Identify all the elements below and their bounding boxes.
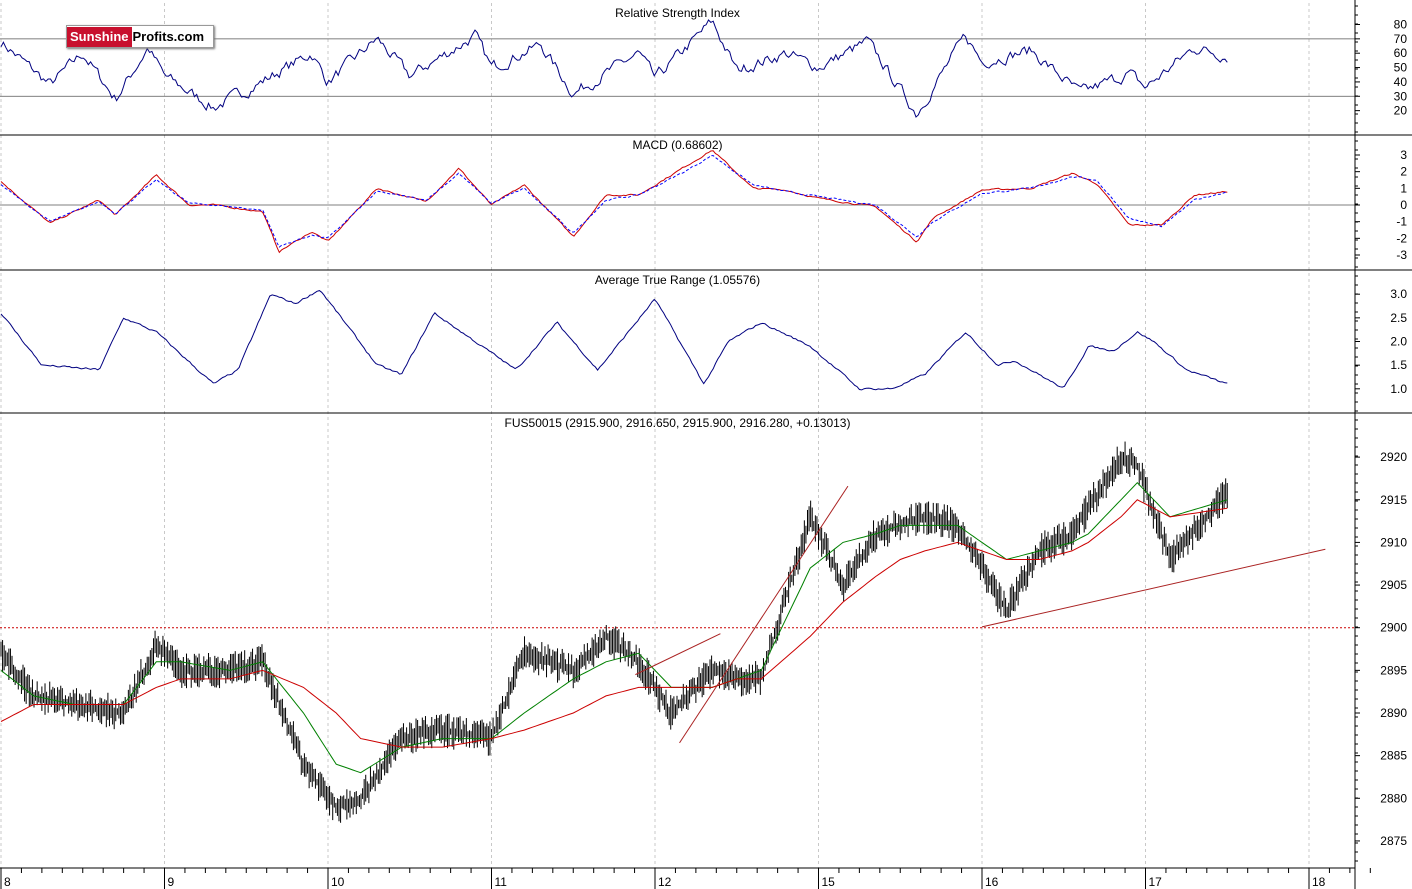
y-tick-label: 2920 bbox=[1380, 450, 1407, 464]
y-tick-label: -3 bbox=[1396, 248, 1407, 262]
x-tick-label: 16 bbox=[985, 875, 999, 889]
x-tick-label: 9 bbox=[168, 875, 175, 889]
x-axis: 8 9 10 11 12 15 16 17 18 bbox=[0, 867, 1371, 889]
trend-line bbox=[635, 633, 721, 676]
y-tick-label: 2900 bbox=[1380, 621, 1407, 635]
y-tick-label: 80 bbox=[1394, 17, 1408, 31]
price-panel: FUS50015 (2915.900, 2916.650, 2915.900, … bbox=[0, 416, 1407, 848]
y-tick-label: 1.5 bbox=[1390, 358, 1407, 372]
y-tick-label: 3 bbox=[1400, 148, 1407, 162]
x-tick-label: 11 bbox=[495, 875, 508, 889]
y-tick-label: 2890 bbox=[1380, 706, 1407, 720]
indicator-line bbox=[0, 19, 1228, 118]
y-tick-label: 50 bbox=[1394, 61, 1408, 75]
brand-logo: Sunshine Profits.com bbox=[66, 25, 214, 48]
x-tick-label: 12 bbox=[658, 875, 672, 889]
trend-line bbox=[981, 548, 1326, 628]
x-tick-label: 15 bbox=[822, 875, 836, 889]
panel-title: MACD (0.68602) bbox=[632, 138, 722, 152]
y-tick-label: 20 bbox=[1394, 104, 1408, 118]
panel-title: Relative Strength Index bbox=[615, 6, 740, 20]
y-tick-label: 2905 bbox=[1380, 578, 1407, 592]
long-moving-average bbox=[0, 499, 1228, 748]
trend-line bbox=[679, 485, 849, 744]
brand-logo-part1: Sunshine bbox=[67, 27, 132, 47]
vertical-grid bbox=[0, 3, 1310, 868]
y-tick-label: 70 bbox=[1394, 32, 1408, 46]
y-tick-label: -1 bbox=[1396, 215, 1407, 229]
panel-title: FUS50015 (2915.900, 2916.650, 2915.900, … bbox=[505, 416, 851, 430]
y-tick-label: 2885 bbox=[1380, 749, 1407, 763]
y-tick-label: 60 bbox=[1394, 46, 1408, 60]
signal-line bbox=[0, 155, 1228, 248]
indicator-line bbox=[0, 290, 1228, 391]
x-tick-label: 10 bbox=[331, 875, 345, 889]
y-tick-label: 0 bbox=[1400, 198, 1407, 212]
x-tick-label: 8 bbox=[4, 875, 11, 889]
y-tick-label: 2.5 bbox=[1390, 311, 1407, 325]
y-tick-label: 2875 bbox=[1380, 834, 1407, 848]
y-tick-label: -2 bbox=[1396, 231, 1407, 245]
brand-logo-part2: Profits.com bbox=[132, 29, 205, 44]
panel-title: Average True Range (1.05576) bbox=[595, 273, 760, 287]
y-tick-label: 40 bbox=[1394, 75, 1408, 89]
x-tick-label: 18 bbox=[1312, 875, 1326, 889]
short-moving-average bbox=[0, 481, 1228, 774]
atr-panel: Average True Range (1.05576) 1.0 1.5 2.0 2.5… bbox=[0, 273, 1407, 396]
macd-panel: MACD (0.68602) -3 -2 -1 0 1 2 3 bbox=[0, 138, 1407, 262]
y-tick-label: 2 bbox=[1400, 165, 1407, 179]
y-tick-label: 1 bbox=[1400, 181, 1407, 195]
y-tick-label: 3.0 bbox=[1390, 287, 1407, 301]
y-tick-label: 2895 bbox=[1380, 663, 1407, 677]
price-bars bbox=[0, 441, 1228, 823]
y-tick-label: 2910 bbox=[1380, 535, 1407, 549]
y-tick-label: 30 bbox=[1394, 89, 1408, 103]
y-tick-label: 2880 bbox=[1380, 791, 1407, 805]
y-tick-label: 2.0 bbox=[1390, 335, 1407, 349]
macd-line bbox=[0, 150, 1228, 254]
x-tick-label: 17 bbox=[1149, 875, 1163, 889]
y-tick-label: 1.0 bbox=[1390, 382, 1407, 396]
y-tick-label: 2915 bbox=[1380, 493, 1407, 507]
